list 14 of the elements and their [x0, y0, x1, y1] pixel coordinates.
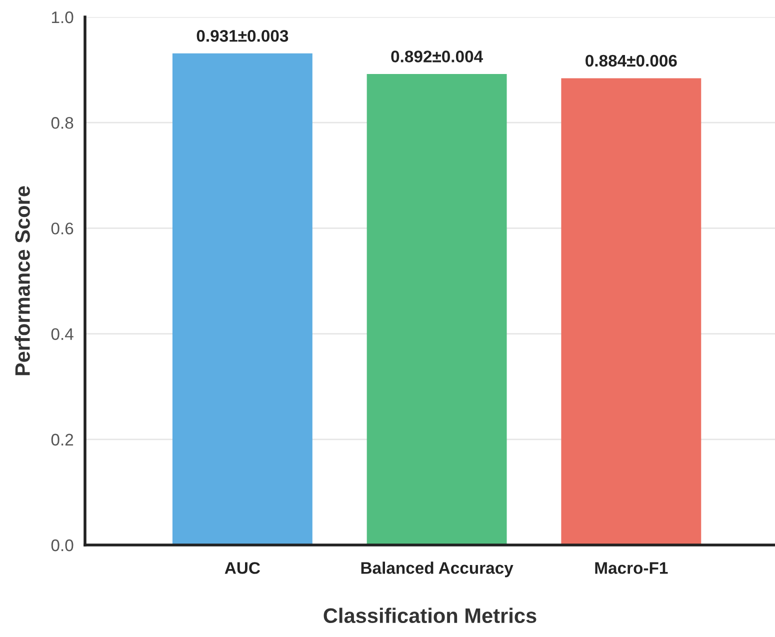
y-tick-label: 0.4 [51, 328, 74, 340]
y-tick-label: 0.8 [51, 117, 74, 129]
y-tick-label: 0.6 [51, 222, 74, 234]
y-tick-label: 1.0 [52, 11, 74, 24]
y-tick-label: 0.2 [51, 434, 74, 446]
x-tick-label: Macro-F1 [595, 562, 668, 574]
y-tick-label: 0.0 [51, 539, 74, 552]
x-axis-title: Classification Metrics [324, 608, 536, 624]
data-label: 0.884±0.006 [586, 54, 677, 67]
data-label: 0.892±0.004 [391, 50, 483, 62]
x-tick-label: Balanced Accuracy [361, 562, 514, 578]
x-tick-label: AUC [224, 562, 260, 574]
data-label: 0.931±0.003 [196, 30, 288, 42]
y-axis-title: Performance Score [14, 186, 30, 376]
